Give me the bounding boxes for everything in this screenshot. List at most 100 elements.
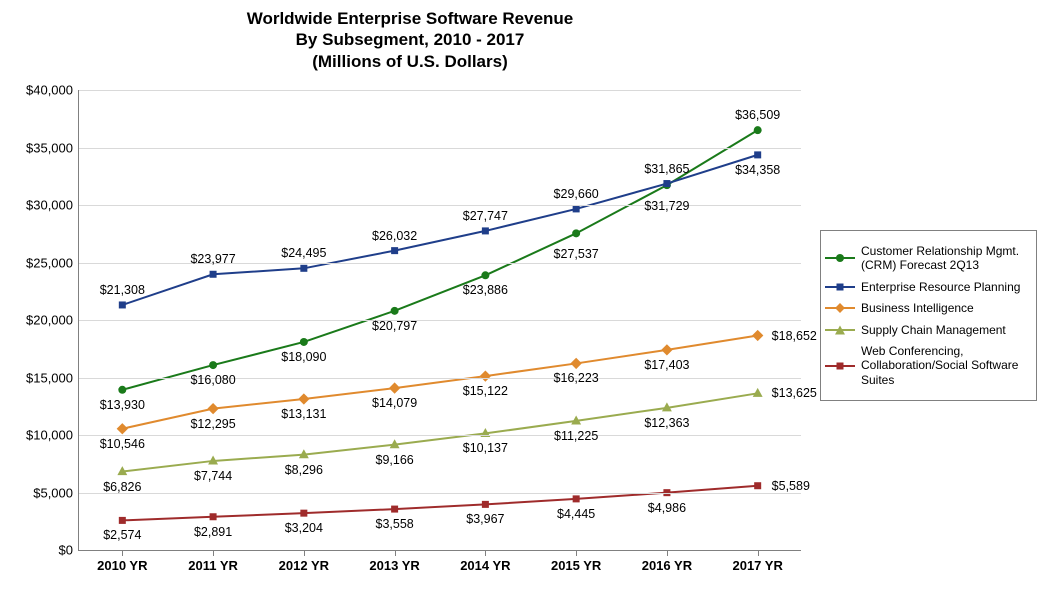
series-marker-web	[573, 495, 580, 502]
data-label-bi: $13,131	[281, 407, 326, 421]
data-label-bi: $10,546	[100, 437, 145, 451]
x-tick-label: 2012 YR	[279, 558, 329, 573]
data-label-crm: $27,537	[554, 247, 599, 261]
series-marker-crm	[118, 386, 126, 394]
data-label-crm: $31,729	[644, 199, 689, 213]
data-label-bi: $16,223	[554, 371, 599, 385]
series-marker-bi	[117, 423, 128, 434]
series-marker-crm	[572, 229, 580, 237]
y-tick-label: $10,000	[26, 428, 73, 443]
legend-item-bi: Business Intelligence	[825, 301, 1030, 315]
series-marker-bi	[570, 358, 581, 369]
data-label-web: $2,891	[194, 525, 232, 539]
data-label-web: $3,204	[285, 521, 323, 535]
series-marker-erp	[482, 227, 489, 234]
data-label-bi: $18,652	[772, 329, 817, 343]
legend-label: Business Intelligence	[861, 301, 974, 315]
data-label-erp: $24,495	[281, 246, 326, 260]
legend-item-web: Web Conferencing, Collaboration/Social S…	[825, 344, 1030, 387]
series-marker-bi	[389, 382, 400, 393]
series-marker-crm	[481, 271, 489, 279]
gridline	[79, 148, 801, 149]
data-label-erp: $27,747	[463, 209, 508, 223]
data-label-crm: $16,080	[190, 373, 235, 387]
legend-label: Enterprise Resource Planning	[861, 280, 1020, 294]
series-marker-bi	[661, 344, 672, 355]
chart-container: Worldwide Enterprise Software Revenue By…	[0, 0, 1040, 608]
series-marker-bi	[752, 330, 763, 341]
series-marker-erp	[210, 271, 217, 278]
x-tick-mark	[395, 550, 396, 556]
series-marker-bi	[298, 393, 309, 404]
x-tick-label: 2015 YR	[551, 558, 601, 573]
y-tick-label: $20,000	[26, 313, 73, 328]
gridline	[79, 493, 801, 494]
legend-item-crm: Customer Relationship Mgmt. (CRM) Foreca…	[825, 244, 1030, 273]
y-tick-label: $30,000	[26, 198, 73, 213]
legend-item-scm: Supply Chain Management	[825, 323, 1030, 337]
series-marker-erp	[754, 151, 761, 158]
y-tick-label: $40,000	[26, 83, 73, 98]
series-marker-erp	[391, 247, 398, 254]
data-label-scm: $12,363	[644, 416, 689, 430]
data-label-bi: $14,079	[372, 396, 417, 410]
data-label-crm: $23,886	[463, 283, 508, 297]
series-marker-crm	[754, 126, 762, 134]
x-tick-mark	[485, 550, 486, 556]
series-marker-crm	[300, 338, 308, 346]
series-line-erp	[122, 155, 757, 305]
x-tick-label: 2013 YR	[369, 558, 419, 573]
gridline	[79, 435, 801, 436]
x-tick-mark	[213, 550, 214, 556]
series-marker-web	[300, 510, 307, 517]
legend-label: Customer Relationship Mgmt. (CRM) Foreca…	[861, 244, 1030, 273]
legend-swatch	[825, 280, 855, 294]
data-label-scm: $11,225	[554, 429, 598, 443]
gridline	[79, 320, 801, 321]
series-marker-web	[391, 506, 398, 513]
chart-title: Worldwide Enterprise Software Revenue By…	[0, 8, 820, 72]
x-tick-label: 2017 YR	[732, 558, 782, 573]
data-label-crm: $36,509	[735, 108, 780, 122]
data-label-crm: $13,930	[100, 398, 145, 412]
legend: Customer Relationship Mgmt. (CRM) Foreca…	[820, 230, 1037, 401]
y-tick-label: $25,000	[26, 255, 73, 270]
legend-marker-icon	[836, 254, 844, 262]
x-tick-label: 2014 YR	[460, 558, 510, 573]
y-tick-label: $5,000	[33, 485, 73, 500]
series-marker-crm	[391, 307, 399, 315]
title-line-3: (Millions of U.S. Dollars)	[0, 51, 820, 72]
data-label-web: $2,574	[103, 528, 141, 542]
legend-marker-icon	[835, 303, 845, 313]
y-tick-label: $15,000	[26, 370, 73, 385]
gridline	[79, 378, 801, 379]
x-tick-mark	[122, 550, 123, 556]
series-marker-erp	[119, 301, 126, 308]
data-label-scm: $13,625	[772, 386, 817, 400]
data-label-scm: $8,296	[285, 463, 323, 477]
data-label-web: $3,967	[466, 512, 504, 526]
legend-swatch	[825, 323, 855, 337]
legend-swatch	[825, 301, 855, 315]
data-label-erp: $31,865	[644, 162, 689, 176]
series-marker-bi	[207, 403, 218, 414]
x-tick-label: 2010 YR	[97, 558, 147, 573]
x-tick-mark	[304, 550, 305, 556]
x-tick-mark	[758, 550, 759, 556]
x-tick-mark	[576, 550, 577, 556]
data-label-scm: $10,137	[463, 441, 508, 455]
series-marker-web	[482, 501, 489, 508]
data-label-web: $4,445	[557, 507, 595, 521]
x-tick-mark	[667, 550, 668, 556]
data-label-erp: $23,977	[190, 252, 235, 266]
series-marker-web	[210, 513, 217, 520]
gridline	[79, 263, 801, 264]
y-tick-label: $35,000	[26, 140, 73, 155]
series-marker-erp	[300, 265, 307, 272]
data-label-scm: $6,826	[103, 480, 141, 494]
data-label-bi: $15,122	[463, 384, 508, 398]
data-label-bi: $12,295	[190, 417, 235, 431]
data-label-web: $3,558	[375, 517, 413, 531]
series-line-scm	[122, 393, 757, 471]
x-tick-label: 2011 YR	[188, 558, 238, 573]
